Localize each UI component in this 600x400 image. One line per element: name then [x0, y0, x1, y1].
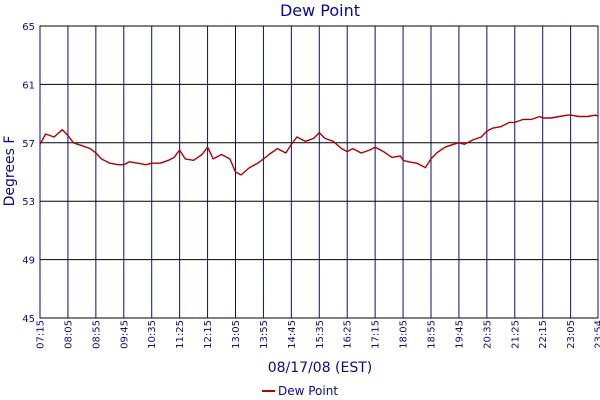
y-tick-label-4: 61 [22, 80, 35, 91]
x-axis-ticks: 07:15 08:05 08:55 09:45 10:35 11:25 12:15 13:05… [36, 320, 600, 349]
x-tick-label-3: 09:45 [119, 320, 130, 349]
y-axis-ticks: 45 49 53 57 61 65 [22, 22, 35, 325]
x-tick-label-7: 13:05 [231, 320, 242, 349]
x-tick-label-15: 19:45 [454, 320, 465, 349]
y-tick-label-0: 45 [22, 314, 35, 325]
x-tick-label-13: 18:05 [399, 320, 410, 349]
y-tick-label-2: 53 [22, 197, 35, 208]
x-tick-label-14: 18:55 [426, 320, 437, 349]
x-tick-label-6: 12:15 [203, 320, 214, 349]
x-tick-label-0: 07:15 [36, 320, 47, 349]
x-tick-label-18: 22:15 [538, 320, 549, 349]
series-group [39, 114, 599, 176]
y-tick-label-3: 57 [22, 139, 35, 150]
x-tick-label-12: 17:15 [371, 320, 382, 349]
x-tick-label-16: 20:35 [482, 320, 493, 349]
x-tick-label-10: 15:35 [315, 320, 326, 349]
x-tick-label-11: 16:25 [343, 320, 354, 349]
x-tick-label-4: 10:35 [147, 320, 158, 349]
legend: Dew Point [262, 384, 338, 398]
x-tick-label-5: 11:25 [175, 320, 186, 349]
y-tick-label-5: 65 [22, 22, 35, 33]
x-axis-label: 08/17/08 (EST) [268, 360, 373, 376]
y-tick-label-1: 49 [22, 256, 35, 267]
x-tick-label-20: 23:54 [594, 320, 600, 349]
legend-entry-dew-point: Dew Point [278, 384, 338, 398]
x-tick-label-19: 23:05 [566, 320, 577, 349]
chart-title: Dew Point [280, 1, 360, 20]
x-tick-label-8: 13:55 [259, 320, 270, 349]
x-tick-label-17: 21:25 [510, 320, 521, 349]
x-tick-label-1: 08:05 [63, 320, 74, 349]
series-line-dew-point [39, 114, 599, 176]
y-axis-label: Degrees F [2, 136, 18, 207]
x-tick-label-2: 08:55 [91, 320, 102, 349]
x-tick-label-9: 14:45 [287, 320, 298, 349]
chart-grid [39, 25, 599, 319]
